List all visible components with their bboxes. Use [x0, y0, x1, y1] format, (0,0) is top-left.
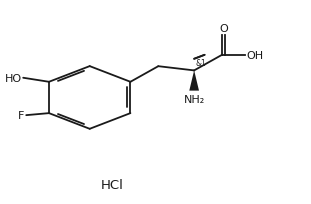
Text: OH: OH	[246, 51, 263, 61]
Polygon shape	[189, 71, 199, 91]
Text: &1: &1	[196, 59, 207, 68]
Text: F: F	[18, 111, 25, 121]
Text: HO: HO	[5, 73, 22, 83]
Text: O: O	[219, 24, 228, 34]
Text: NH₂: NH₂	[183, 95, 205, 105]
Text: HCl: HCl	[101, 178, 124, 191]
